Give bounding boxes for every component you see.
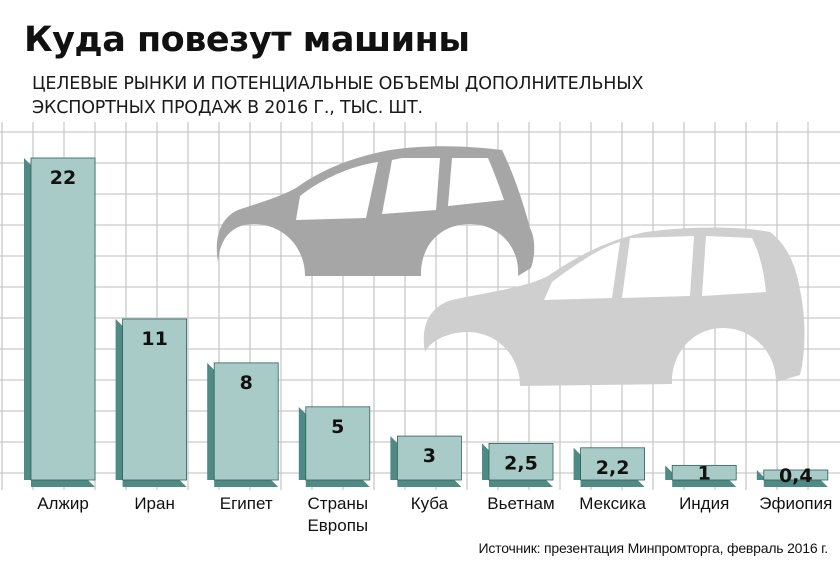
bar-group: 0,4: [756, 465, 829, 487]
source-note: Источник: презентация Минпромторга, февр…: [478, 540, 829, 556]
bar-depth: [482, 443, 553, 487]
bar-group: 1: [665, 463, 737, 487]
category-label: Алжир: [37, 494, 89, 513]
data-label: 2,2: [596, 457, 630, 479]
data-label: 0,4: [779, 465, 813, 487]
bar-group: 5: [298, 406, 371, 487]
bars: 22 11 8 5 3 2,5 2,2 1 0,4: [24, 157, 829, 487]
category-label: Вьетнам: [487, 494, 554, 513]
data-label: 3: [423, 445, 436, 467]
category-label: Иран: [134, 494, 175, 513]
bar-group: 2,2: [573, 447, 645, 487]
chart-title: Куда повезут машины: [24, 20, 470, 60]
bar-depth: [756, 470, 828, 487]
data-label: 5: [331, 416, 344, 438]
car-window-light-2: [622, 236, 694, 298]
car-window-light-3: [702, 236, 766, 296]
data-label: 8: [240, 372, 253, 394]
car-window-light-1: [544, 242, 620, 300]
bar: [213, 362, 279, 481]
bar: [30, 157, 96, 481]
category-label: Эфиопия: [759, 494, 832, 513]
category-label: Куба: [411, 494, 449, 513]
category-label: Египет: [220, 494, 273, 513]
data-label: 2,5: [504, 452, 538, 474]
car-window-dark-2: [382, 158, 440, 214]
bar: [488, 443, 554, 481]
bar: [763, 469, 829, 481]
bar-depth: [573, 447, 645, 487]
data-label: 22: [50, 167, 76, 189]
bar-depth: [390, 436, 462, 487]
bar: [580, 447, 645, 481]
bar-group: 8: [207, 362, 279, 487]
bar-group: 3: [390, 435, 462, 487]
bar-group: 11: [115, 318, 187, 487]
category-labels: Алжир Иран Египет Страны Европы Куба Вьетнам Ме…: [37, 494, 832, 535]
data-label: 1: [698, 463, 711, 485]
category-label: Европы: [307, 516, 368, 535]
car-window-dark-1: [296, 162, 378, 220]
bar-depth: [665, 465, 737, 487]
car-silhouettes: [216, 146, 805, 386]
chart-subtitle: Целевые рынки и потенциальные объемы доп…: [32, 74, 644, 118]
category-label: Страны: [308, 494, 369, 513]
car-window-dark-3: [448, 158, 504, 206]
bar-group: 2,5: [482, 443, 554, 487]
bar-group: 22: [24, 157, 96, 487]
bar: [671, 464, 737, 481]
category-label: Индия: [679, 494, 729, 513]
bar: [305, 406, 371, 481]
category-label: Мексика: [579, 494, 646, 513]
bar: [122, 318, 187, 481]
data-label: 11: [141, 328, 167, 350]
bar: [396, 435, 462, 481]
